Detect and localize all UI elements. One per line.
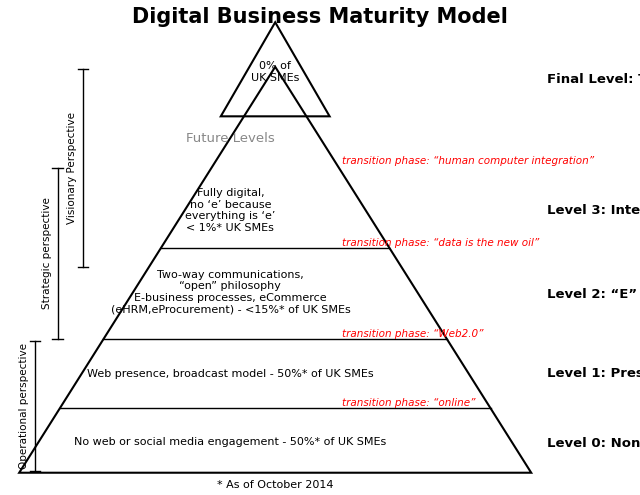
Text: Fully digital,
no ‘e’ because
everything is ‘e’
< 1%* UK SMEs: Fully digital, no ‘e’ because everything… [185, 188, 276, 233]
Text: Future Levels: Future Levels [186, 132, 275, 145]
Text: Level 0: Non-digital: Level 0: Non-digital [547, 437, 640, 449]
Text: Operational perspective: Operational perspective [19, 343, 29, 469]
Text: No web or social media engagement - 50%* of UK SMEs: No web or social media engagement - 50%*… [74, 437, 387, 446]
Text: transition phase: “data is the new oil”: transition phase: “data is the new oil” [342, 238, 540, 248]
Text: transition phase: “human computer integration”: transition phase: “human computer integr… [342, 156, 595, 166]
Text: Strategic perspective: Strategic perspective [42, 198, 52, 309]
Text: Visionary Perspective: Visionary Perspective [67, 112, 77, 224]
Text: 0% of
UK SMEs: 0% of UK SMEs [251, 61, 300, 83]
Text: transition phase: “online”: transition phase: “online” [342, 398, 476, 408]
Text: Level 1: Presence: Level 1: Presence [547, 367, 640, 380]
Text: Level 2: “E” Engagement: Level 2: “E” Engagement [547, 288, 640, 301]
Text: Web presence, broadcast model - 50%* of UK SMEs: Web presence, broadcast model - 50%* of … [87, 369, 374, 379]
Text: Two-way communications,
“open” philosophy
E-business processes, eCommerce
(eHRM,: Two-way communications, “open” philosoph… [111, 270, 350, 314]
Text: * As of October 2014: * As of October 2014 [217, 480, 333, 490]
Text: Final Level: The Future: Final Level: The Future [547, 73, 640, 86]
Text: Digital Business Maturity Model: Digital Business Maturity Model [132, 7, 508, 27]
Text: Level 3: Integral: Level 3: Integral [547, 204, 640, 217]
Text: transition phase: “Web2.0”: transition phase: “Web2.0” [342, 329, 484, 339]
